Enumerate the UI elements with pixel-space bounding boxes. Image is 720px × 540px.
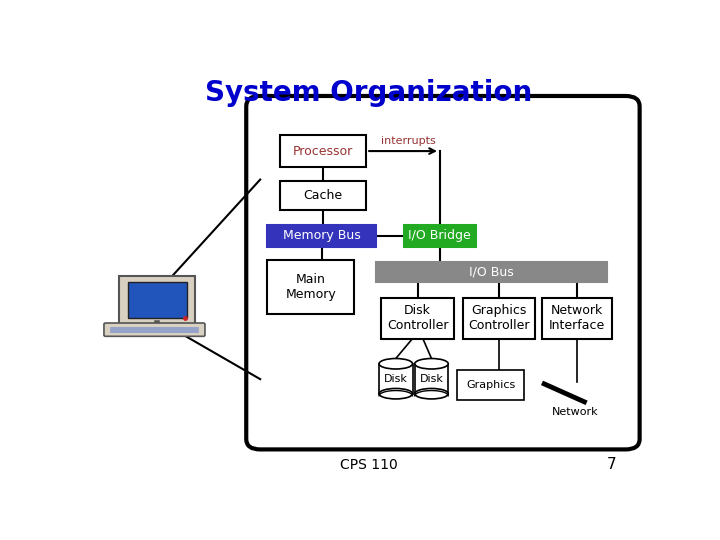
Text: CPS 110: CPS 110	[340, 458, 398, 472]
FancyBboxPatch shape	[246, 96, 639, 449]
Text: Graphics: Graphics	[466, 380, 516, 390]
FancyBboxPatch shape	[128, 282, 186, 318]
Text: Disk
Controller: Disk Controller	[387, 305, 449, 333]
FancyBboxPatch shape	[463, 298, 535, 339]
Bar	[415, 364, 449, 394]
FancyBboxPatch shape	[280, 181, 366, 210]
Bar	[379, 364, 413, 394]
Text: System Organization: System Organization	[205, 79, 533, 107]
Text: interrupts: interrupts	[382, 136, 436, 146]
FancyBboxPatch shape	[457, 370, 524, 400]
FancyBboxPatch shape	[404, 225, 476, 246]
Text: Disk: Disk	[420, 374, 444, 384]
FancyBboxPatch shape	[104, 323, 205, 336]
Text: Main
Memory: Main Memory	[285, 273, 336, 301]
Ellipse shape	[379, 359, 413, 369]
FancyBboxPatch shape	[119, 275, 195, 324]
Text: Memory Bus: Memory Bus	[283, 229, 361, 242]
FancyBboxPatch shape	[267, 260, 354, 314]
FancyBboxPatch shape	[267, 225, 377, 246]
FancyBboxPatch shape	[280, 136, 366, 167]
FancyBboxPatch shape	[376, 262, 607, 282]
Text: Graphics
Controller: Graphics Controller	[468, 305, 530, 333]
Text: Network: Network	[552, 407, 599, 417]
Ellipse shape	[415, 388, 449, 399]
Text: Disk: Disk	[384, 374, 408, 384]
Ellipse shape	[379, 388, 413, 399]
Text: Processor: Processor	[293, 145, 353, 158]
Text: I/O Bridge: I/O Bridge	[408, 229, 472, 242]
Text: I/O Bus: I/O Bus	[469, 265, 514, 278]
Text: Network
Interface: Network Interface	[549, 305, 605, 333]
FancyBboxPatch shape	[542, 298, 612, 339]
FancyBboxPatch shape	[382, 298, 454, 339]
Ellipse shape	[415, 359, 449, 369]
Text: 7: 7	[607, 457, 616, 472]
Text: Cache: Cache	[303, 190, 343, 202]
FancyBboxPatch shape	[140, 329, 174, 334]
